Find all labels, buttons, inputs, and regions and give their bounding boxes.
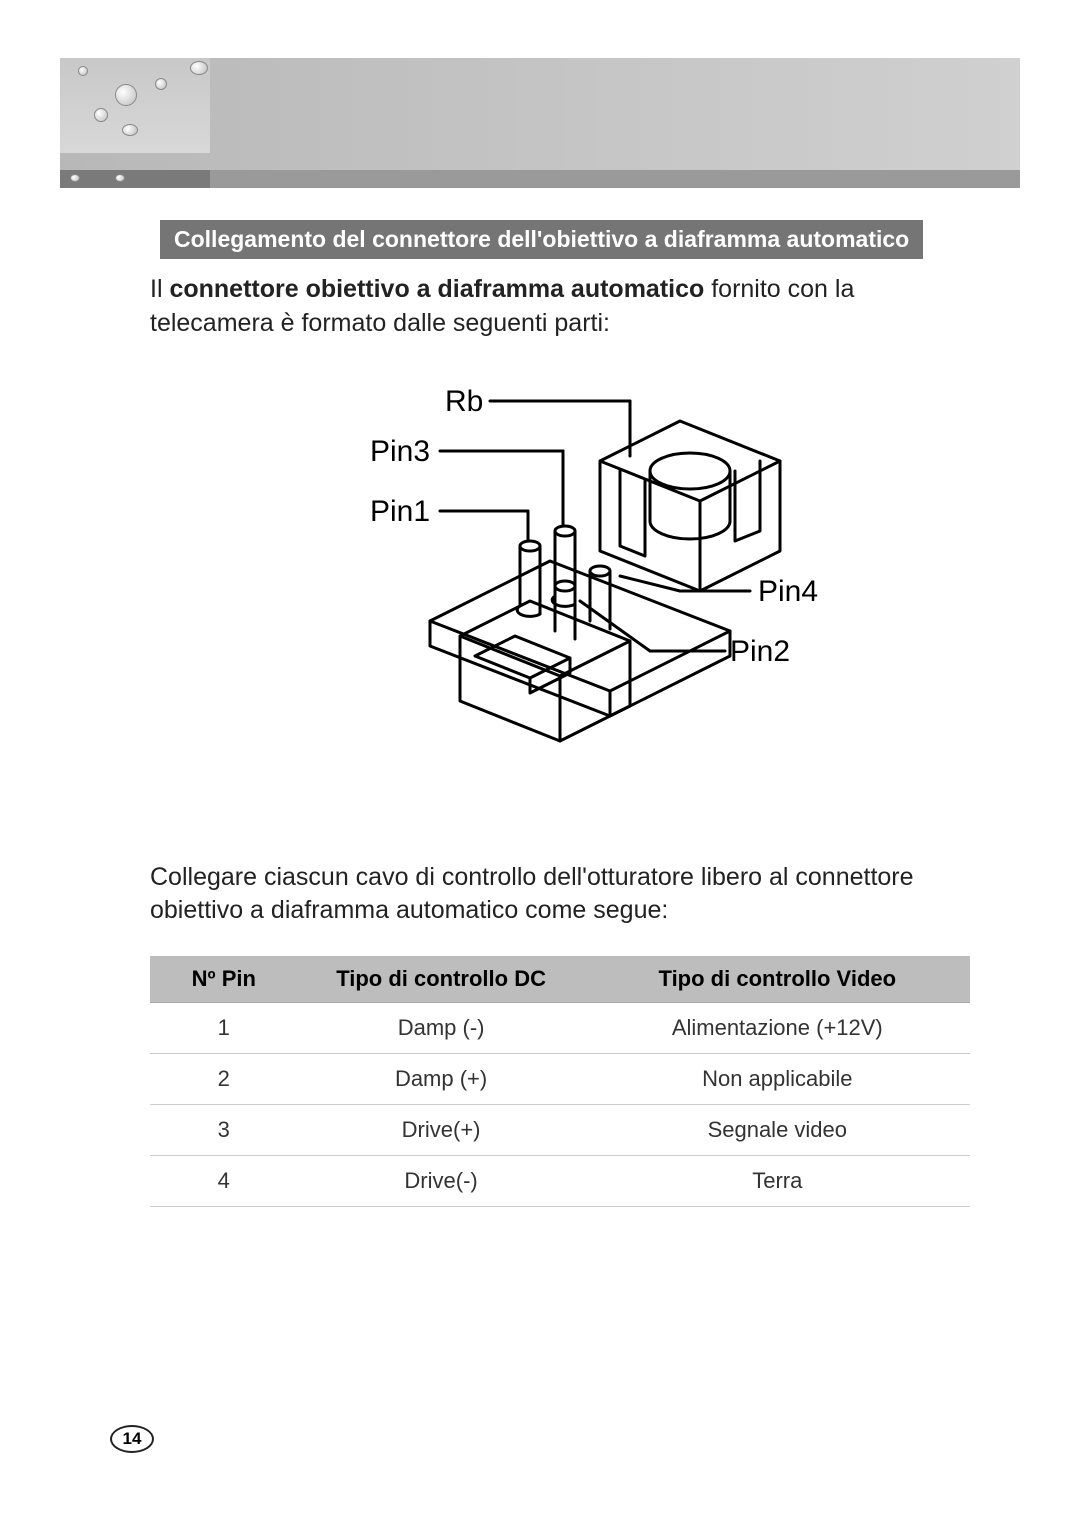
label-pin2: Pin2 bbox=[730, 635, 790, 668]
intro-paragraph: Il connettore obiettivo a diaframma auto… bbox=[150, 273, 970, 341]
mid-paragraph: Collegare ciascun cavo di controllo dell… bbox=[150, 861, 970, 929]
cell: Drive(-) bbox=[298, 1156, 585, 1207]
bubble-decoration bbox=[60, 58, 210, 153]
cell: Damp (-) bbox=[298, 1003, 585, 1054]
table-row: 1 Damp (-) Alimentazione (+12V) bbox=[150, 1003, 970, 1054]
cell: 2 bbox=[150, 1054, 298, 1105]
page-number: 14 bbox=[110, 1425, 154, 1453]
intro-bold: connettore obiettivo a diaframma automat… bbox=[169, 275, 704, 303]
cell: Alimentazione (+12V) bbox=[585, 1003, 970, 1054]
cell: 3 bbox=[150, 1105, 298, 1156]
cell: Damp (+) bbox=[298, 1054, 585, 1105]
col-pin: Nº Pin bbox=[150, 956, 298, 1003]
page-header bbox=[0, 0, 1080, 190]
section-title: Collegamento del connettore dell'obietti… bbox=[160, 220, 923, 259]
table-header-row: Nº Pin Tipo di controllo DC Tipo di cont… bbox=[150, 956, 970, 1003]
table-row: 2 Damp (+) Non applicabile bbox=[150, 1054, 970, 1105]
header-small-bar bbox=[60, 170, 210, 188]
cell: Terra bbox=[585, 1156, 970, 1207]
table-row: 4 Drive(-) Terra bbox=[150, 1156, 970, 1207]
pin-table: Nº Pin Tipo di controllo DC Tipo di cont… bbox=[150, 956, 970, 1207]
cell: Non applicabile bbox=[585, 1054, 970, 1105]
col-dc: Tipo di controllo DC bbox=[298, 956, 585, 1003]
col-video: Tipo di controllo Video bbox=[585, 956, 970, 1003]
cell: Segnale video bbox=[585, 1105, 970, 1156]
label-rb: Rb bbox=[445, 385, 483, 418]
cell: 1 bbox=[150, 1003, 298, 1054]
table-row: 3 Drive(+) Segnale video bbox=[150, 1105, 970, 1156]
cell: 4 bbox=[150, 1156, 298, 1207]
label-pin3: Pin3 bbox=[370, 435, 430, 468]
label-pin4: Pin4 bbox=[758, 575, 818, 608]
page-number-value: 14 bbox=[123, 1429, 142, 1449]
cell: Drive(+) bbox=[298, 1105, 585, 1156]
label-pin1: Pin1 bbox=[370, 495, 430, 528]
connector-diagram: Rb Pin3 Pin1 Pin4 Pin2 bbox=[150, 371, 970, 841]
intro-prefix: Il bbox=[150, 275, 169, 303]
